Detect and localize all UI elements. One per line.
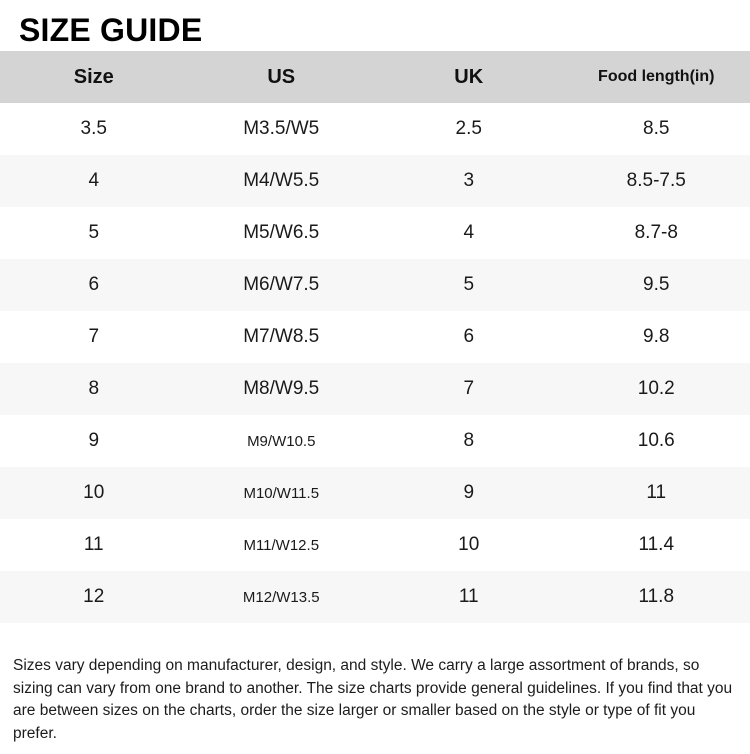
table-header-row: Size US UK Food length(in) [0, 51, 750, 103]
cell-uk: 8 [375, 415, 563, 467]
cell-size: 9 [0, 415, 188, 467]
cell-us: M5/W6.5 [187, 207, 375, 259]
cell-us: M4/W5.5 [187, 155, 375, 207]
cell-size: 11 [0, 519, 188, 571]
cell-foot-length: 8.7-8 [562, 207, 750, 259]
column-header-uk: UK [375, 51, 563, 103]
cell-uk: 6 [375, 311, 563, 363]
table-row: 6 M6/W7.5 5 9.5 [0, 259, 750, 311]
cell-us: M6/W7.5 [187, 259, 375, 311]
cell-foot-length: 9.5 [562, 259, 750, 311]
table-row: 12 M12/W13.5 11 11.8 [0, 571, 750, 623]
column-header-us: US [187, 51, 375, 103]
cell-foot-length: 8.5 [562, 103, 750, 155]
table-row: 3.5 M3.5/W5 2.5 8.5 [0, 103, 750, 155]
column-header-foot-length: Food length(in) [562, 51, 750, 103]
cell-size: 12 [0, 571, 188, 623]
cell-uk: 7 [375, 363, 563, 415]
size-table: Size US UK Food length(in) 3.5 M3.5/W5 2… [0, 51, 750, 623]
cell-us: M7/W8.5 [187, 311, 375, 363]
cell-foot-length: 11.4 [562, 519, 750, 571]
cell-us: M8/W9.5 [187, 363, 375, 415]
cell-size: 3.5 [0, 103, 188, 155]
cell-us: M11/W12.5 [187, 519, 375, 571]
cell-foot-length: 11.8 [562, 571, 750, 623]
cell-uk: 11 [375, 571, 563, 623]
table-row: 9 M9/W10.5 8 10.6 [0, 415, 750, 467]
table-header: Size US UK Food length(in) [0, 51, 750, 103]
cell-foot-length: 10.6 [562, 415, 750, 467]
cell-size: 5 [0, 207, 188, 259]
cell-us: M12/W13.5 [187, 571, 375, 623]
cell-foot-length: 10.2 [562, 363, 750, 415]
cell-us: M9/W10.5 [187, 415, 375, 467]
cell-size: 7 [0, 311, 188, 363]
table-row: 11 M11/W12.5 10 11.4 [0, 519, 750, 571]
cell-us: M3.5/W5 [187, 103, 375, 155]
table-row: 10 M10/W11.5 9 11 [0, 467, 750, 519]
cell-size: 10 [0, 467, 188, 519]
cell-size: 8 [0, 363, 188, 415]
cell-size: 6 [0, 259, 188, 311]
column-header-size: Size [0, 51, 188, 103]
cell-uk: 9 [375, 467, 563, 519]
cell-size: 4 [0, 155, 188, 207]
sizing-note: Sizes vary depending on manufacturer, de… [13, 657, 733, 742]
table-row: 5 M5/W6.5 4 8.7-8 [0, 207, 750, 259]
page-title: SIZE GUIDE [19, 12, 203, 48]
cell-foot-length: 9.8 [562, 311, 750, 363]
cell-us: M10/W11.5 [187, 467, 375, 519]
cell-uk: 5 [375, 259, 563, 311]
table-row: 8 M8/W9.5 7 10.2 [0, 363, 750, 415]
cell-foot-length: 8.5-7.5 [562, 155, 750, 207]
cell-uk: 3 [375, 155, 563, 207]
cell-uk: 10 [375, 519, 563, 571]
table-row: 4 M4/W5.5 3 8.5-7.5 [0, 155, 750, 207]
cell-foot-length: 11 [562, 467, 750, 519]
table-body: 3.5 M3.5/W5 2.5 8.5 4 M4/W5.5 3 8.5-7.5 … [0, 103, 750, 623]
cell-uk: 4 [375, 207, 563, 259]
table-row: 7 M7/W8.5 6 9.8 [0, 311, 750, 363]
cell-uk: 2.5 [375, 103, 563, 155]
